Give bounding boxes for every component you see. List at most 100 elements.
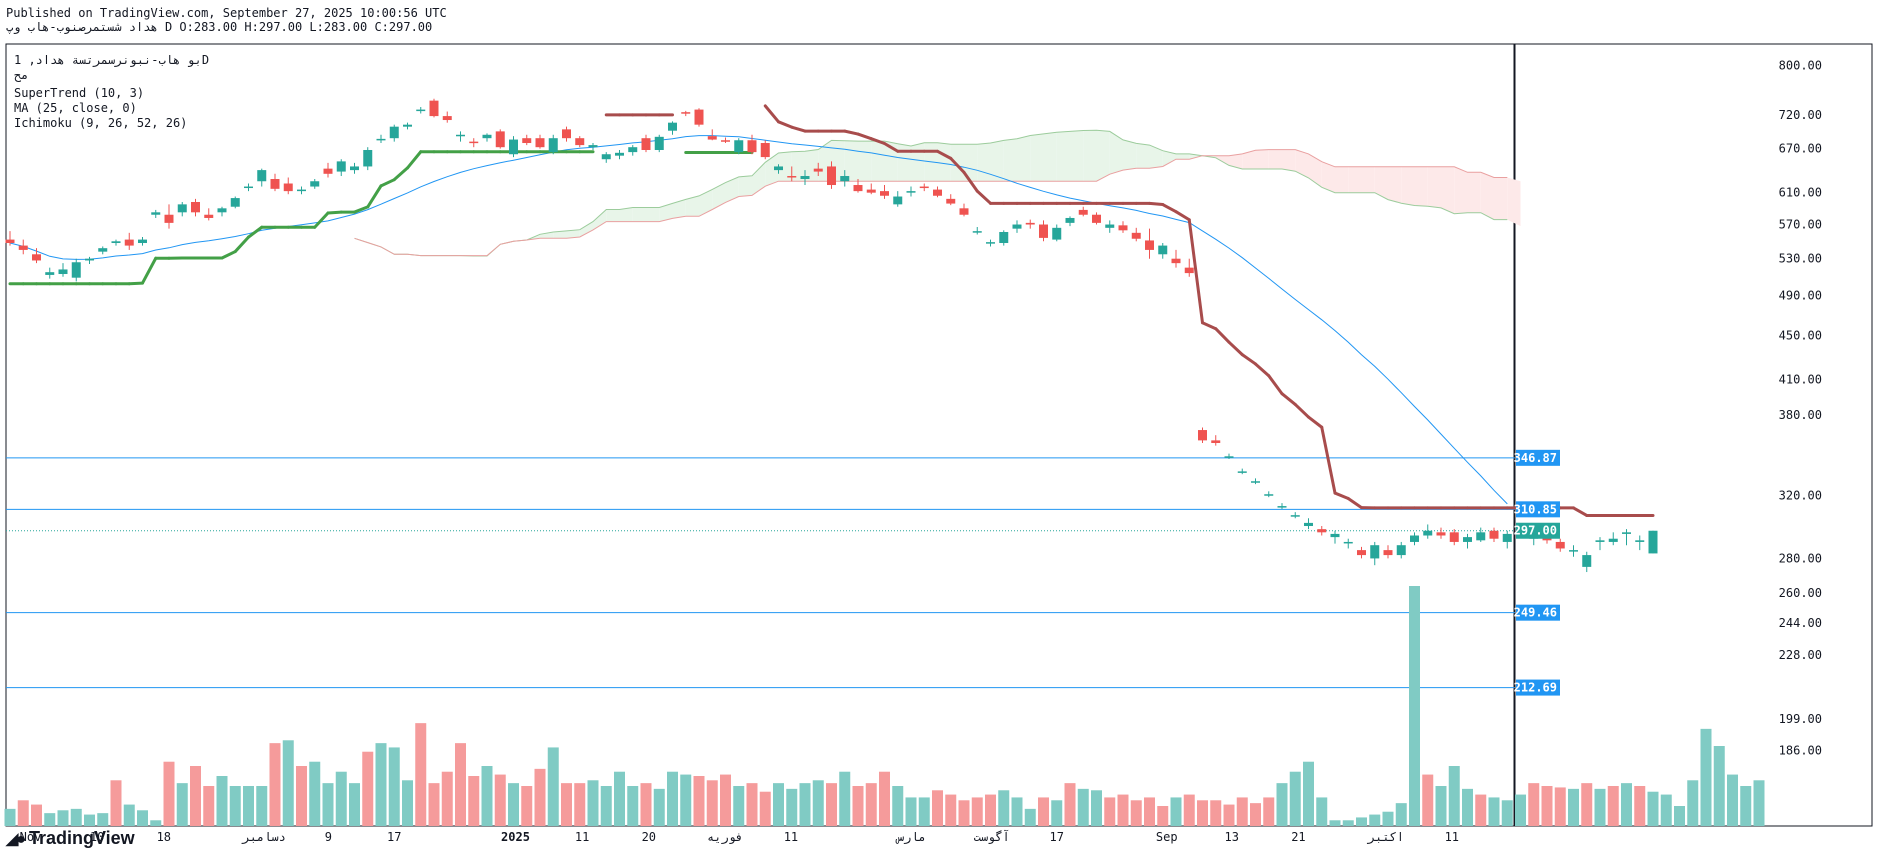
candle-body xyxy=(694,109,704,125)
candle-body xyxy=(933,189,942,196)
volume-bar xyxy=(322,783,334,826)
candle-body xyxy=(230,198,240,207)
volume-bar xyxy=(1064,783,1076,826)
volume-bar xyxy=(1647,791,1659,826)
volume-bar xyxy=(1038,797,1049,826)
y-tick-label: 720.00 xyxy=(1779,108,1822,122)
legend-symbol: بو هاب-نبونرسمرتسة هداد, 1D xyxy=(14,53,209,68)
x-tick-label: Nov xyxy=(20,830,42,844)
level-price-label: 212.69 xyxy=(1514,681,1557,695)
supertrend-segment xyxy=(1187,218,1204,325)
volume-bar xyxy=(1568,788,1579,826)
candle-body xyxy=(1317,529,1327,533)
candle-body xyxy=(588,145,598,148)
candle-body xyxy=(1145,240,1154,250)
volume-bar xyxy=(587,780,599,826)
volume-bar xyxy=(720,774,731,826)
tradingview-brand[interactable]: ◢● TradingView xyxy=(6,828,135,849)
volume-bar xyxy=(1117,794,1129,826)
candle-body xyxy=(668,122,677,131)
x-tick-label: 11 xyxy=(575,830,589,844)
candle-body xyxy=(774,166,783,171)
candle-body xyxy=(1105,224,1115,228)
volume-bar xyxy=(216,776,228,826)
candle-body xyxy=(1290,515,1300,517)
ichimoku-cloud-segment xyxy=(1494,177,1508,220)
ichimoku-cloud-segment xyxy=(738,175,752,197)
volume-bar xyxy=(534,768,546,826)
candle-body xyxy=(999,231,1009,244)
volume-bar xyxy=(1541,786,1553,826)
candle-body xyxy=(124,239,134,246)
supertrend-segment xyxy=(843,129,860,136)
ichimoku-cloud-segment xyxy=(1030,133,1044,182)
volume-bar xyxy=(945,794,957,826)
candle-body xyxy=(1039,224,1048,238)
y-tick-label: 228.00 xyxy=(1779,648,1822,662)
volume-bar xyxy=(1462,788,1473,826)
legend-indicator: MA (25, close, 0) xyxy=(14,101,137,115)
x-tick-label: 21 xyxy=(1291,830,1305,844)
candle-body xyxy=(1396,545,1406,556)
x-tick-label: دسامبر xyxy=(242,830,286,845)
candle-body xyxy=(323,168,333,174)
volume-bar xyxy=(1250,803,1261,826)
ichimoku-cloud-segment xyxy=(659,203,673,222)
ichimoku-cloud-segment xyxy=(1109,131,1123,175)
candle-body xyxy=(1065,217,1075,223)
candle-body xyxy=(376,138,386,141)
volume-bar xyxy=(1011,797,1023,826)
ichimoku-cloud-segment xyxy=(990,140,1004,182)
ichimoku-cloud-segment xyxy=(1282,149,1296,172)
candle-body xyxy=(389,126,399,139)
ichimoku-cloud-segment xyxy=(725,176,739,203)
volume-bar xyxy=(1594,788,1606,826)
volume-bar xyxy=(508,783,519,826)
candle-body xyxy=(1383,550,1393,556)
candle-body xyxy=(1648,530,1658,554)
candle-body xyxy=(5,239,15,244)
last-price-badge xyxy=(1516,522,1560,539)
candle-body xyxy=(787,176,797,178)
volume-bar xyxy=(282,740,294,826)
volume-bar xyxy=(137,810,148,826)
candle-body xyxy=(800,176,810,180)
supertrend-segment xyxy=(1293,402,1310,419)
volume-bar xyxy=(1488,797,1500,826)
volume-bar xyxy=(852,786,864,826)
volume-bar xyxy=(203,786,215,826)
volume-bar xyxy=(1316,797,1328,826)
legend-indicator: Ichimoku (9, 26, 52, 26) xyxy=(14,116,187,130)
candle-body xyxy=(98,248,108,252)
candle-body xyxy=(548,138,558,153)
supertrend-segment xyxy=(1240,353,1257,366)
ichimoku-cloud-segment xyxy=(1149,145,1163,169)
candle-body xyxy=(1370,545,1380,559)
supertrend-segment xyxy=(790,125,807,133)
y-tick-label: 260.00 xyxy=(1779,586,1822,600)
candle-body xyxy=(734,140,744,153)
ichimoku-cloud-segment xyxy=(1361,166,1375,193)
ichimoku-cloud-segment xyxy=(1427,166,1441,208)
ichimoku-cloud-segment xyxy=(752,162,766,196)
volume-bar xyxy=(1727,774,1738,826)
x-tick-label: 11 xyxy=(1445,830,1459,844)
candle-body xyxy=(641,138,651,150)
ichimoku-cloud-segment xyxy=(1321,161,1335,193)
candle-body xyxy=(1423,530,1433,536)
candle-body xyxy=(1052,227,1062,240)
supertrend-segment xyxy=(1201,321,1218,331)
ichimoku-cloud-segment xyxy=(1083,130,1097,182)
supertrend-segment xyxy=(975,189,992,205)
ichimoku-cloud-segment xyxy=(1374,166,1388,200)
candle-body xyxy=(628,147,638,153)
supertrend-segment xyxy=(366,184,383,209)
legend-indicator: SuperTrend (10, 3) xyxy=(14,86,144,100)
candle-body xyxy=(880,191,889,196)
supertrend-segment xyxy=(353,205,370,214)
ichimoku-cloud-segment xyxy=(964,144,978,182)
volume-bar xyxy=(693,776,705,826)
ichimoku-span-b-line xyxy=(354,149,1508,257)
volume-bar xyxy=(84,814,95,826)
